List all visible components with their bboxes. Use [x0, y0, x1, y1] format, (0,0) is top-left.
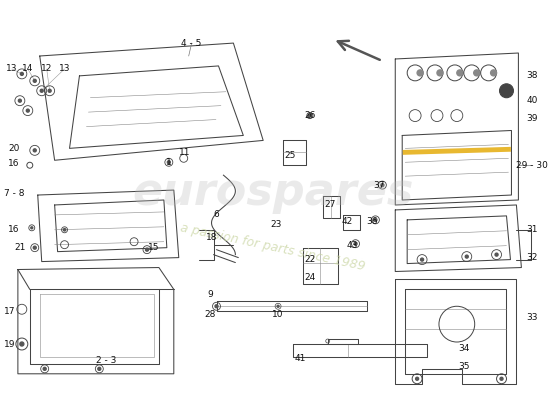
Text: 39: 39 [526, 114, 538, 123]
Circle shape [98, 367, 101, 370]
Circle shape [167, 161, 170, 164]
Text: 2 - 3: 2 - 3 [96, 356, 117, 365]
Text: 25: 25 [284, 151, 296, 160]
Text: 21: 21 [14, 243, 25, 252]
Circle shape [33, 79, 36, 82]
Circle shape [465, 255, 468, 258]
Circle shape [354, 242, 357, 245]
Circle shape [500, 377, 503, 380]
Circle shape [18, 99, 21, 102]
Circle shape [437, 70, 443, 76]
Text: 10: 10 [272, 310, 284, 319]
Text: 29 - 30: 29 - 30 [516, 161, 548, 170]
Text: 28: 28 [205, 310, 216, 319]
Text: 9: 9 [208, 290, 213, 299]
Text: 1: 1 [166, 158, 172, 167]
Text: 22: 22 [304, 255, 316, 264]
Circle shape [457, 70, 463, 76]
Text: eurospares: eurospares [133, 170, 414, 214]
Circle shape [215, 305, 218, 308]
Circle shape [33, 149, 36, 152]
Circle shape [31, 227, 33, 229]
Circle shape [374, 218, 377, 221]
Text: 7 - 8: 7 - 8 [4, 188, 24, 198]
Circle shape [146, 248, 148, 251]
Circle shape [43, 367, 46, 370]
Circle shape [495, 253, 498, 256]
Circle shape [63, 229, 66, 231]
Text: 15: 15 [148, 243, 160, 252]
Text: 41: 41 [294, 354, 306, 363]
Text: 19: 19 [4, 340, 16, 348]
Circle shape [474, 70, 480, 76]
Text: 37: 37 [373, 181, 385, 190]
Text: 13: 13 [59, 64, 70, 74]
Text: 31: 31 [526, 225, 538, 234]
Text: 14: 14 [22, 64, 34, 74]
Text: 16: 16 [8, 225, 20, 234]
Text: 11: 11 [179, 148, 190, 157]
Circle shape [48, 89, 51, 92]
Text: 12: 12 [41, 64, 52, 74]
Circle shape [417, 70, 423, 76]
Circle shape [20, 342, 24, 346]
Circle shape [33, 246, 36, 249]
Text: 27: 27 [324, 200, 336, 210]
Text: 35: 35 [458, 362, 470, 371]
Text: 13: 13 [6, 64, 18, 74]
Text: 40: 40 [527, 96, 538, 105]
Text: 18: 18 [206, 233, 217, 242]
Circle shape [309, 114, 311, 117]
Text: 34: 34 [458, 344, 470, 354]
Circle shape [26, 109, 29, 112]
Text: 16: 16 [8, 159, 20, 168]
Text: 38: 38 [526, 71, 538, 80]
Circle shape [499, 84, 514, 98]
Text: 20: 20 [8, 144, 20, 153]
Text: 17: 17 [4, 307, 16, 316]
Text: 6: 6 [213, 210, 219, 219]
Text: 24: 24 [304, 273, 316, 282]
Text: 4 - 5: 4 - 5 [182, 38, 202, 48]
Text: 23: 23 [271, 220, 282, 229]
Text: 33: 33 [526, 313, 538, 322]
Text: 36: 36 [367, 217, 378, 226]
Circle shape [20, 72, 23, 75]
Circle shape [381, 184, 384, 186]
Text: 42: 42 [342, 217, 353, 226]
Circle shape [491, 70, 497, 76]
Text: 43: 43 [347, 241, 358, 250]
Circle shape [277, 305, 279, 307]
Circle shape [421, 258, 424, 261]
Text: 32: 32 [527, 253, 538, 262]
Text: 26: 26 [304, 111, 316, 120]
Circle shape [416, 377, 419, 380]
Circle shape [40, 89, 43, 92]
Text: a passion for parts since 1989: a passion for parts since 1989 [179, 222, 367, 274]
